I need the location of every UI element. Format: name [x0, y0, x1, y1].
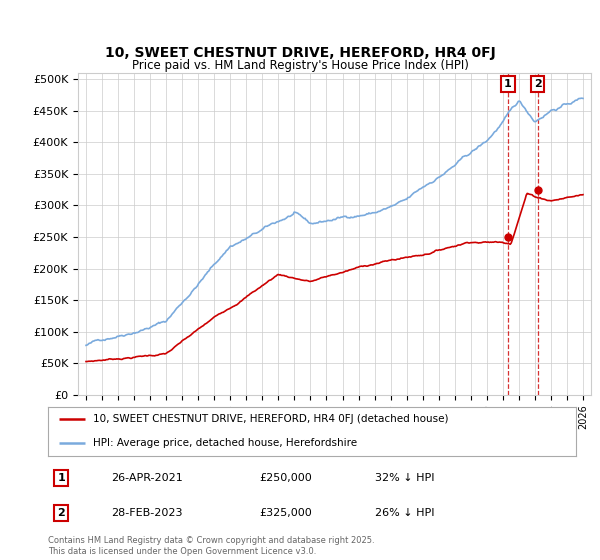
- Text: 1: 1: [504, 79, 512, 89]
- Text: 2: 2: [534, 79, 541, 89]
- Text: 26% ↓ HPI: 26% ↓ HPI: [376, 508, 435, 518]
- Text: 32% ↓ HPI: 32% ↓ HPI: [376, 473, 435, 483]
- Text: Price paid vs. HM Land Registry's House Price Index (HPI): Price paid vs. HM Land Registry's House …: [131, 59, 469, 72]
- Text: Contains HM Land Registry data © Crown copyright and database right 2025.
This d: Contains HM Land Registry data © Crown c…: [48, 536, 374, 556]
- Text: 26-APR-2021: 26-APR-2021: [112, 473, 183, 483]
- Text: 2: 2: [58, 508, 65, 518]
- Text: £325,000: £325,000: [259, 508, 312, 518]
- Text: HPI: Average price, detached house, Herefordshire: HPI: Average price, detached house, Here…: [93, 437, 357, 447]
- Text: 1: 1: [58, 473, 65, 483]
- Text: £250,000: £250,000: [259, 473, 312, 483]
- Text: 10, SWEET CHESTNUT DRIVE, HEREFORD, HR4 0FJ: 10, SWEET CHESTNUT DRIVE, HEREFORD, HR4 …: [104, 46, 496, 60]
- Text: 28-FEB-2023: 28-FEB-2023: [112, 508, 183, 518]
- Text: 10, SWEET CHESTNUT DRIVE, HEREFORD, HR4 0FJ (detached house): 10, SWEET CHESTNUT DRIVE, HEREFORD, HR4 …: [93, 414, 448, 424]
